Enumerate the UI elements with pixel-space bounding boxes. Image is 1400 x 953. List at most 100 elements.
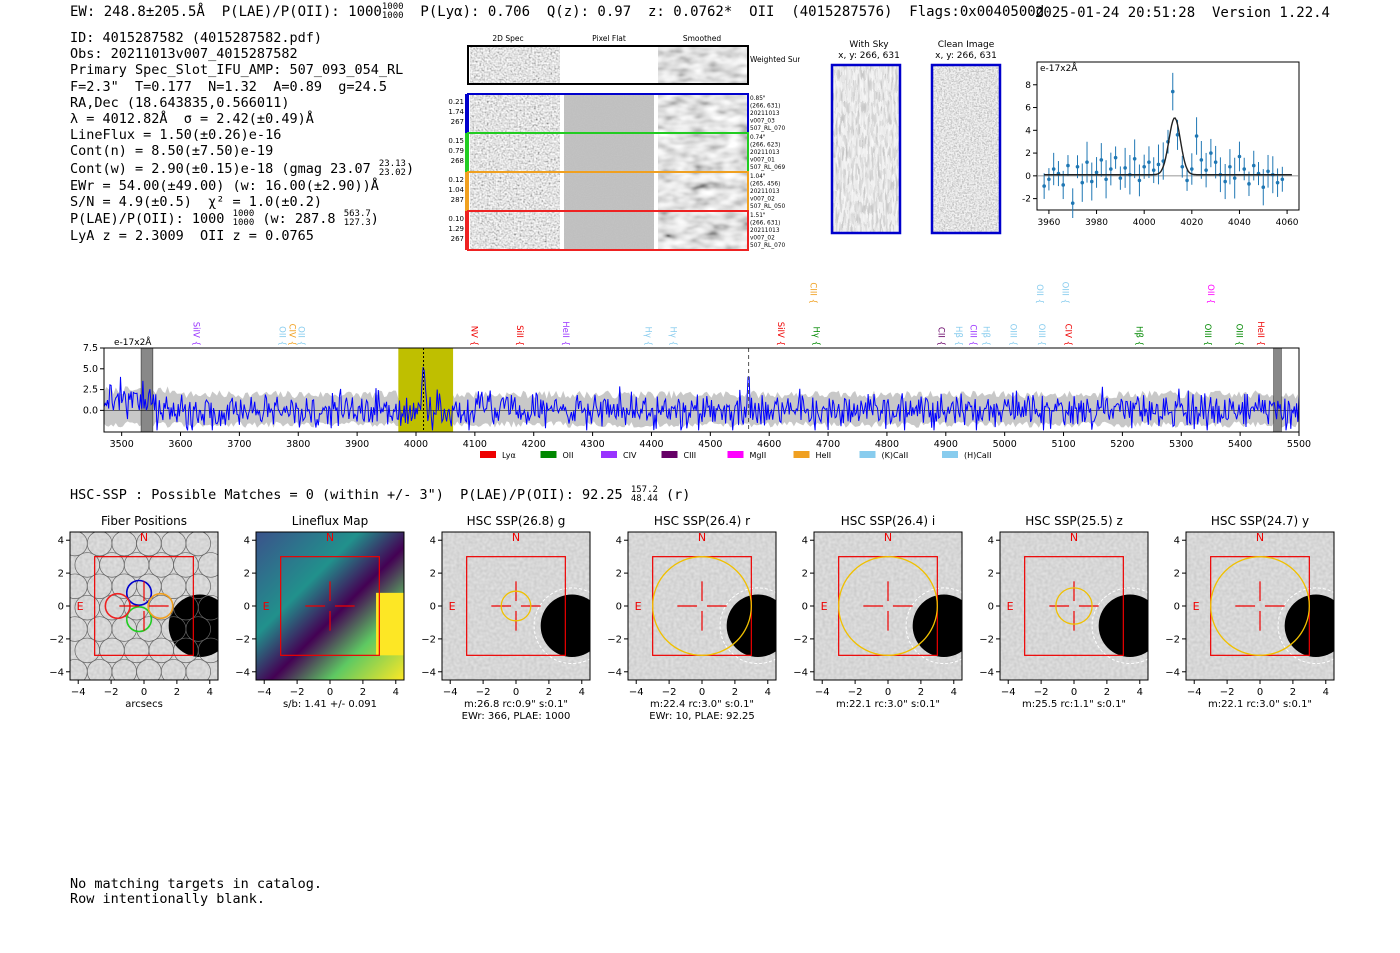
- zoom-point: [1123, 166, 1127, 170]
- zoom-point: [1156, 162, 1161, 167]
- panel-ytick-label: −4: [793, 667, 808, 678]
- panel-ytick-label: 2: [430, 569, 436, 580]
- zoom-point: [1251, 163, 1256, 168]
- zoom-ytick-label: -2: [1022, 195, 1031, 205]
- panel-xtick-label: 2: [360, 687, 366, 698]
- info-plae-w-up: 563.7: [343, 209, 371, 220]
- fiber-circle: [185, 659, 211, 680]
- bright-source-ring: [905, 587, 962, 665]
- zoom-xtick-label: 3980: [1085, 218, 1108, 228]
- with-sky-image: [833, 66, 899, 232]
- zoom-ytick-label: 8: [1025, 81, 1031, 91]
- east-label: E: [263, 600, 270, 613]
- panel-xtick-label: −4: [629, 687, 644, 698]
- zoom-ytick-label: 2: [1025, 149, 1031, 159]
- panel-ytick-label: 4: [244, 536, 250, 547]
- matched-fiber: [125, 606, 153, 633]
- bright-source-ring: [533, 587, 590, 665]
- cutout-row: 0.15 0.79 268 0.74" (266, 623)20211013 v007_0…: [448, 132, 785, 173]
- panel-ytick-label: 2: [1174, 569, 1180, 580]
- hsc-lo: 48.44: [630, 494, 658, 504]
- info-plae-up: 1000: [232, 209, 255, 220]
- zoom-point: [1099, 158, 1104, 162]
- panel-ytick-label: −4: [235, 667, 250, 678]
- legend-label: (H)CaII: [964, 451, 991, 460]
- zoom-point: [1066, 163, 1070, 168]
- legend-swatch: [661, 451, 678, 458]
- with-sky-coord: x, y: 266, 631: [838, 51, 900, 61]
- panel-title: HSC SSP(26.8) g: [467, 514, 566, 528]
- panel-ytick-label: 2: [58, 569, 64, 580]
- header-summary: EW: 248.8±205.5Å P(LAE)/P(OII): 10001000…: [70, 3, 1044, 21]
- cutout-value: 0.15: [448, 137, 464, 145]
- bright-source: [168, 594, 218, 657]
- fiber-circle: [197, 594, 218, 621]
- panel-xtick-label: −4: [71, 687, 86, 698]
- zoom-point: [1151, 168, 1156, 172]
- sky-images: With Sky x, y: 266, 631 Clean Image x, y…: [830, 40, 1002, 235]
- col-header-2dspec: 2D Spec: [492, 34, 523, 43]
- panel-ytick-label: −2: [1165, 634, 1180, 645]
- spectrum-masked-region: [1273, 347, 1282, 433]
- panel-xtick-label: 0: [327, 687, 333, 698]
- panel-subtitle-2: EWr: 10, PLAE: 92.25: [649, 711, 755, 722]
- spectrum-line-label: OIII {: [1036, 324, 1046, 346]
- spectrum-line-label: OIII {: [1234, 324, 1244, 346]
- panel-xtick-label: 0: [885, 687, 891, 698]
- north-label: N: [512, 531, 520, 544]
- hsc-up: 157.2: [630, 485, 658, 495]
- info-params: F=2.3" T=0.177 N=1.32 A=0.89 g=24.5: [70, 78, 387, 95]
- fiber-circle: [197, 552, 218, 578]
- panel-ytick-label: 4: [988, 536, 994, 547]
- bright-source: [1284, 594, 1334, 657]
- panel-xtick-label: 2: [174, 687, 180, 698]
- cutout-info: 507_RL_050: [750, 204, 785, 210]
- panel-ytick-label: 0: [58, 602, 64, 613]
- panel-region-box: [1024, 556, 1124, 656]
- info-plae-frac: 1000 1000: [233, 210, 255, 228]
- spectrum-line-label: Hγ {: [667, 326, 677, 346]
- panel-ytick-label: 4: [1174, 536, 1180, 547]
- spectrum-xtick-label: 4200: [522, 439, 546, 450]
- panel-subtitle: m:22.1 rc:3.0" s:0.1": [836, 699, 940, 710]
- cutout-info: (266, 631): [750, 104, 780, 110]
- zoom-point: [1242, 167, 1247, 171]
- weighted-sum-row: Weighted Sum: [467, 45, 800, 85]
- fiber-circle: [185, 616, 211, 642]
- cutout-smoothed: [658, 173, 748, 210]
- panel-region-box: [94, 556, 194, 656]
- panel-title: HSC SSP(24.7) y: [1211, 514, 1309, 528]
- aperture-circle: [1055, 587, 1093, 625]
- zoom-xtick-label: 4000: [1133, 218, 1156, 228]
- spectrum-line-label: Hγ {: [810, 326, 820, 346]
- zoom-point: [1266, 169, 1270, 174]
- zoom-fit-curve: [1044, 117, 1292, 176]
- panel-xtick-label: 4: [579, 687, 585, 698]
- zoom-point: [1070, 201, 1075, 205]
- weighted-smoothed: [658, 47, 748, 83]
- header-timestamp: 2025-01-24 20:51:28 Version 1.22.4: [1034, 5, 1330, 21]
- aperture-circle: [1210, 556, 1310, 656]
- panel-image: [70, 532, 218, 680]
- panel-ytick-label: 0: [1174, 602, 1180, 613]
- cutout-info: 20211013: [750, 228, 780, 234]
- spectrum-xtick-label: 4000: [404, 439, 428, 450]
- aperture-circle: [500, 590, 532, 622]
- info-cont-w: Cont(w) = 2.90(±0.15)e-18 (gmag 23.07 23…: [70, 158, 415, 178]
- info-plae: P(LAE)/P(OII): 1000 1000 1000 (w: 287.8 5…: [70, 209, 379, 229]
- panel-xtick-label: 0: [1071, 687, 1077, 698]
- panel-ytick-label: 0: [430, 602, 436, 613]
- info-block: ID: 4015287582 (4015287582.pdf) Obs: 202…: [70, 30, 414, 244]
- spectrum-xtick-label: 4500: [698, 439, 722, 450]
- weighted-label-text: Weighted Sum: [750, 55, 800, 64]
- zoom-point: [1089, 179, 1094, 184]
- zoom-point: [1190, 167, 1194, 171]
- spectrum-xtick-label: 4800: [875, 439, 899, 450]
- zoom-point: [1147, 160, 1151, 164]
- spectrum-xtick-label: 5500: [1287, 439, 1311, 450]
- north-label: N: [698, 531, 706, 544]
- imaging-panel: HSC SSP(24.7) y N E −4 −4 −2 −2 0 0 2 2 4 4 m:22.1 rc…: [1165, 514, 1335, 710]
- legend-label: Lyα: [502, 451, 516, 460]
- cutout-info: (265, 456): [750, 182, 780, 188]
